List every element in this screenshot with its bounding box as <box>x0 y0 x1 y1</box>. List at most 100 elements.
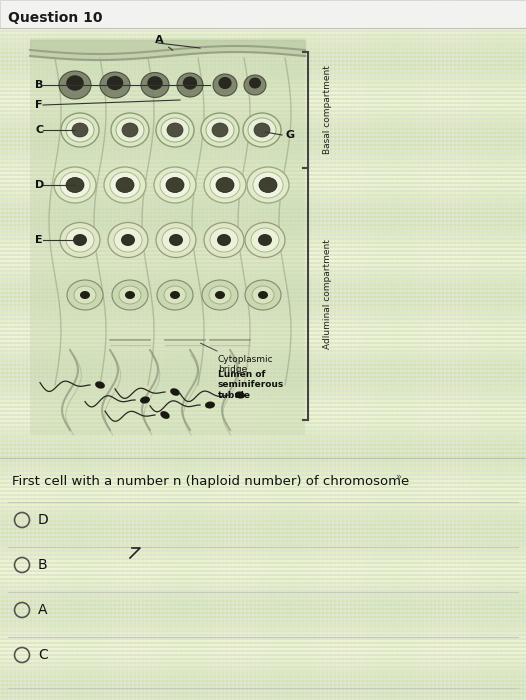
Bar <box>8 0 10 700</box>
Bar <box>404 0 406 700</box>
Bar <box>0 88 526 90</box>
Bar <box>184 0 186 700</box>
Bar <box>0 640 526 642</box>
Ellipse shape <box>147 76 163 90</box>
Bar <box>0 36 526 38</box>
Bar <box>0 52 526 54</box>
Bar <box>0 40 526 42</box>
Bar <box>168 0 170 700</box>
Bar <box>0 380 526 382</box>
Bar <box>0 436 526 438</box>
Bar <box>416 0 418 700</box>
Ellipse shape <box>107 76 123 90</box>
Bar <box>0 248 526 250</box>
Ellipse shape <box>177 73 203 97</box>
Bar <box>92 0 94 700</box>
Bar <box>0 340 526 342</box>
Bar <box>252 0 254 700</box>
Text: Lumen of
seminiferous
tubule: Lumen of seminiferous tubule <box>218 370 284 400</box>
Bar <box>0 412 526 414</box>
Bar <box>48 0 50 700</box>
Bar <box>0 612 526 614</box>
Bar <box>0 424 526 426</box>
Bar <box>520 0 522 700</box>
Text: D: D <box>38 513 49 527</box>
Ellipse shape <box>95 382 105 388</box>
Bar <box>0 532 526 534</box>
Bar <box>128 0 130 700</box>
Bar <box>0 468 526 470</box>
Bar <box>0 156 526 158</box>
Text: Adluminal compartment: Adluminal compartment <box>323 239 332 349</box>
Bar <box>232 0 234 700</box>
Bar <box>0 520 526 522</box>
Ellipse shape <box>210 228 238 252</box>
Bar <box>0 200 526 202</box>
Bar <box>0 204 526 206</box>
Bar <box>0 0 526 2</box>
Bar <box>0 260 526 262</box>
Bar <box>320 0 322 700</box>
Bar <box>0 580 526 582</box>
Bar <box>408 0 410 700</box>
Bar <box>0 652 526 654</box>
Bar <box>0 296 526 298</box>
Bar <box>116 0 118 700</box>
Bar <box>0 688 526 690</box>
Ellipse shape <box>204 223 244 258</box>
FancyBboxPatch shape <box>30 38 305 435</box>
Bar <box>484 0 486 700</box>
Bar <box>0 368 526 370</box>
Ellipse shape <box>156 223 196 258</box>
Ellipse shape <box>167 123 183 137</box>
Bar <box>80 0 82 700</box>
Bar <box>0 116 526 118</box>
Ellipse shape <box>247 167 289 203</box>
Ellipse shape <box>122 123 138 137</box>
Ellipse shape <box>243 113 281 147</box>
Ellipse shape <box>114 228 142 252</box>
Ellipse shape <box>244 75 266 95</box>
Ellipse shape <box>74 286 96 304</box>
Bar <box>0 632 526 634</box>
Ellipse shape <box>252 286 274 304</box>
Bar <box>0 224 526 226</box>
Ellipse shape <box>169 234 183 246</box>
Bar <box>0 20 526 22</box>
Bar <box>0 176 526 178</box>
Bar <box>236 0 238 700</box>
Ellipse shape <box>170 389 180 396</box>
Bar <box>0 476 526 478</box>
Bar <box>60 0 62 700</box>
Bar <box>0 100 526 102</box>
Bar <box>0 684 526 686</box>
Bar <box>56 0 58 700</box>
Bar <box>0 0 2 700</box>
Bar <box>0 184 526 186</box>
Text: Question 10: Question 10 <box>8 11 103 25</box>
Bar <box>0 300 526 302</box>
Bar <box>0 524 526 526</box>
Bar <box>156 0 158 700</box>
Bar <box>88 0 90 700</box>
Bar <box>0 152 526 154</box>
Bar <box>332 0 334 700</box>
Bar <box>0 448 526 450</box>
Bar <box>344 0 346 700</box>
Bar <box>0 324 526 326</box>
Bar <box>268 0 270 700</box>
Bar <box>12 0 14 700</box>
Ellipse shape <box>111 113 149 147</box>
Bar <box>448 0 450 700</box>
Bar <box>348 0 350 700</box>
Text: C: C <box>38 648 48 662</box>
Bar <box>0 292 526 294</box>
Bar <box>0 128 526 130</box>
Bar <box>444 0 446 700</box>
Bar <box>0 372 526 374</box>
Ellipse shape <box>249 78 261 88</box>
Bar <box>492 0 494 700</box>
Bar <box>0 404 526 406</box>
Ellipse shape <box>60 223 100 258</box>
Bar <box>0 440 526 442</box>
